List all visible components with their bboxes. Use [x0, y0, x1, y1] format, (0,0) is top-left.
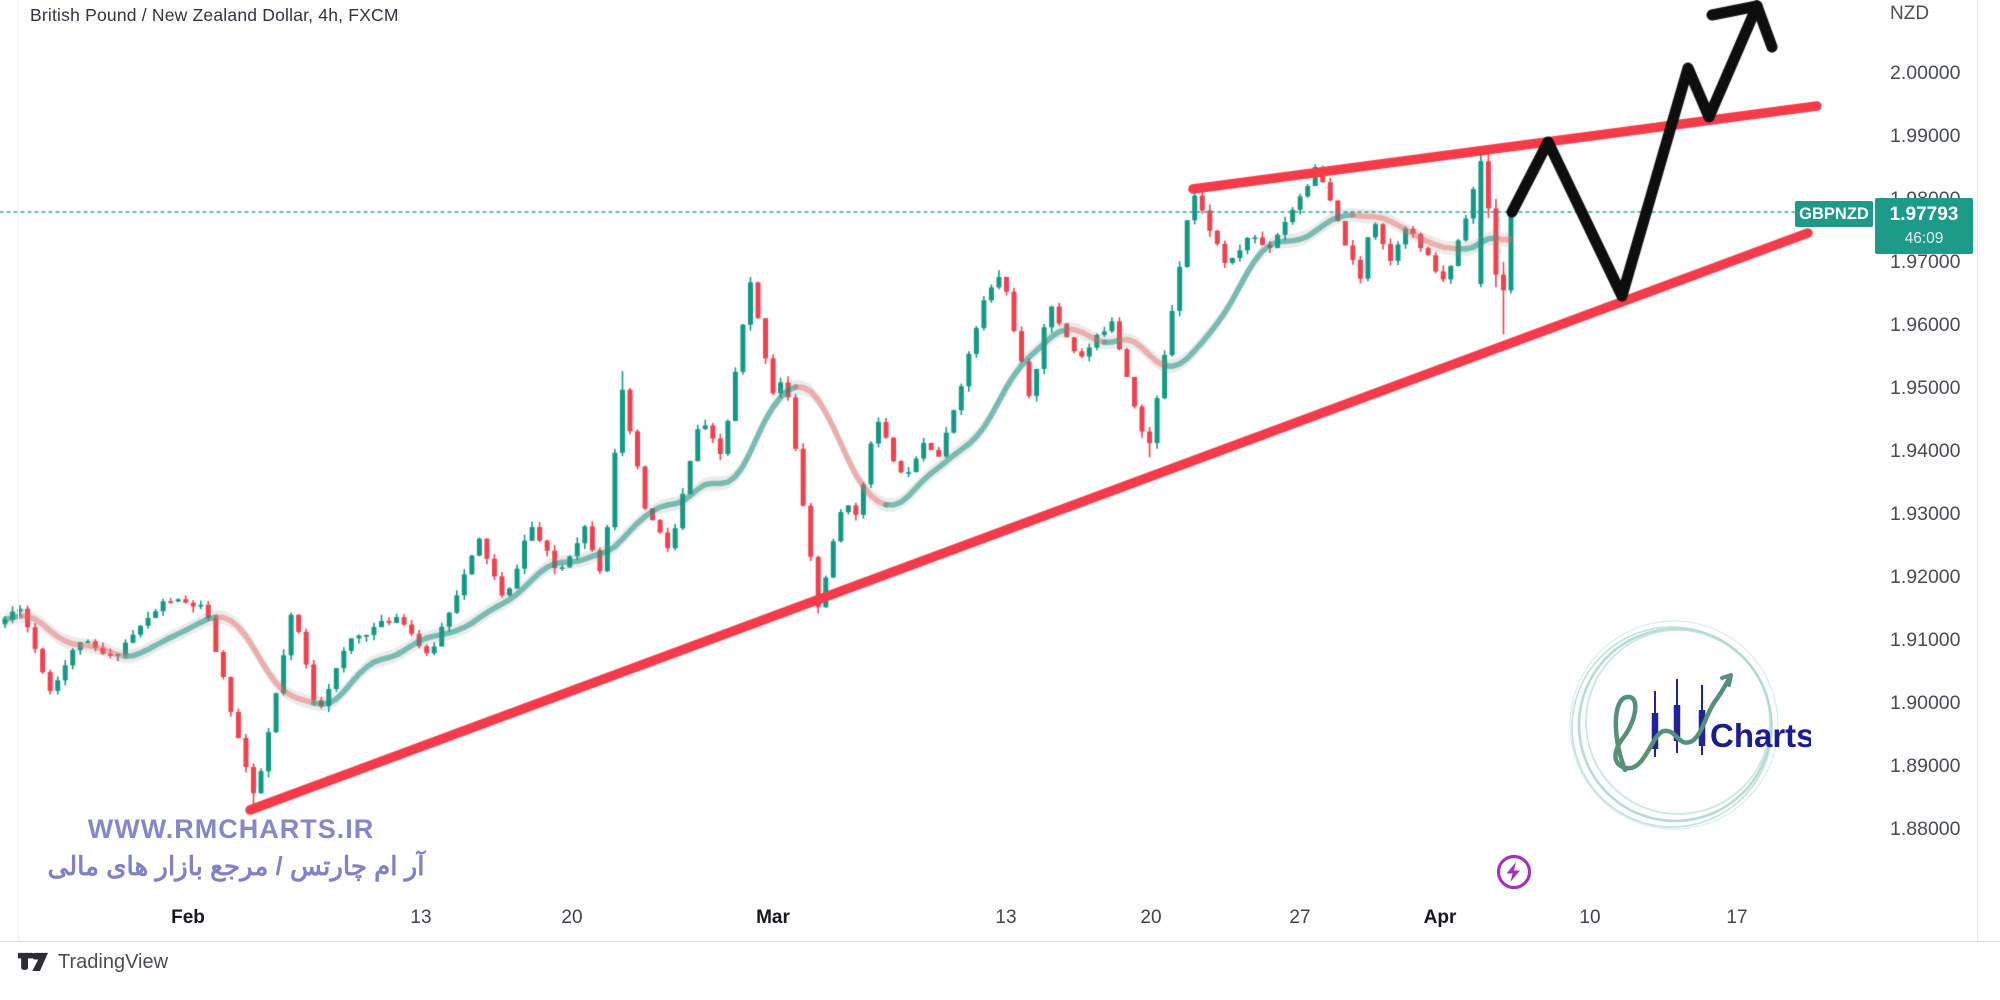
tradingview-logo-icon	[18, 952, 48, 971]
time-tick-label: Mar	[756, 907, 790, 928]
price-scale-currency: NZD	[1890, 3, 1930, 24]
price-scale[interactable]: 2.000001.990001.980001.970001.960001.950…	[1780, 0, 2000, 941]
rmcharts-logo: Charts	[1569, 620, 1811, 830]
watermark-url: WWW.RMCHARTS.IR	[87, 814, 375, 844]
price-tick-label: 1.90000	[1890, 692, 1961, 714]
tradingview-attribution-link[interactable]: TradingView	[18, 951, 168, 974]
chart-title: British Pound / New Zealand Dollar, 4h, …	[30, 5, 399, 25]
bottom-separator	[0, 941, 2000, 942]
price-tick-label: 1.93000	[1890, 503, 1961, 525]
price-tick-label: 1.92000	[1890, 566, 1961, 588]
time-scale[interactable]: Feb 13 20 Mar 13 20 27 Apr 10 17	[0, 900, 1780, 940]
bar-countdown: 46:09	[1904, 230, 1944, 247]
price-scale-border	[1977, 0, 1978, 941]
time-tick-label: 10	[1579, 907, 1601, 928]
symbol-chip: GBPNZD	[1795, 201, 1873, 227]
price-chip: 1.97793 46:09	[1875, 198, 1973, 254]
time-tick-label: 20	[1140, 907, 1162, 928]
price-tick-label: 1.94000	[1890, 440, 1961, 462]
logo-circle	[1577, 627, 1773, 823]
time-tick-label: 17	[1726, 907, 1748, 928]
last-price-value: 1.97793	[1889, 204, 1959, 225]
tradingview-label: TradingView	[58, 951, 169, 973]
time-tick-label: 20	[561, 907, 583, 928]
time-tick-label: Feb	[171, 907, 205, 928]
price-tick-label: 1.88000	[1890, 818, 1961, 840]
time-tick-label: Apr	[1423, 907, 1457, 928]
pane-left-border	[18, 0, 19, 941]
price-tick-label: 1.95000	[1890, 377, 1961, 399]
logo-circle	[1585, 629, 1771, 815]
time-tick-label: 13	[410, 907, 432, 928]
logo-circle	[1569, 620, 1779, 830]
price-tick-label: 1.97000	[1890, 251, 1961, 273]
logo-candlesticks	[1651, 679, 1706, 757]
logo-squiggle	[1613, 674, 1733, 773]
price-tick-label: 2.00000	[1890, 62, 1961, 84]
time-tick-label: 13	[995, 907, 1017, 928]
lightning-icon	[1496, 854, 1532, 890]
logo-text: Charts	[1710, 717, 1811, 754]
price-tick-label: 1.91000	[1890, 629, 1961, 651]
logo-arrowhead-icon	[1720, 673, 1733, 687]
price-chart-plot[interactable]	[0, 0, 2000, 941]
time-tick-label: 27	[1289, 907, 1311, 928]
price-tick-label: 1.99000	[1890, 125, 1961, 147]
watermark-persian: آر ام چارتس / مرجع بازار های مالی	[47, 851, 425, 881]
price-tick-label: 1.89000	[1890, 755, 1961, 777]
logo-circle	[1571, 626, 1773, 828]
price-tick-label: 1.96000	[1890, 314, 1961, 336]
